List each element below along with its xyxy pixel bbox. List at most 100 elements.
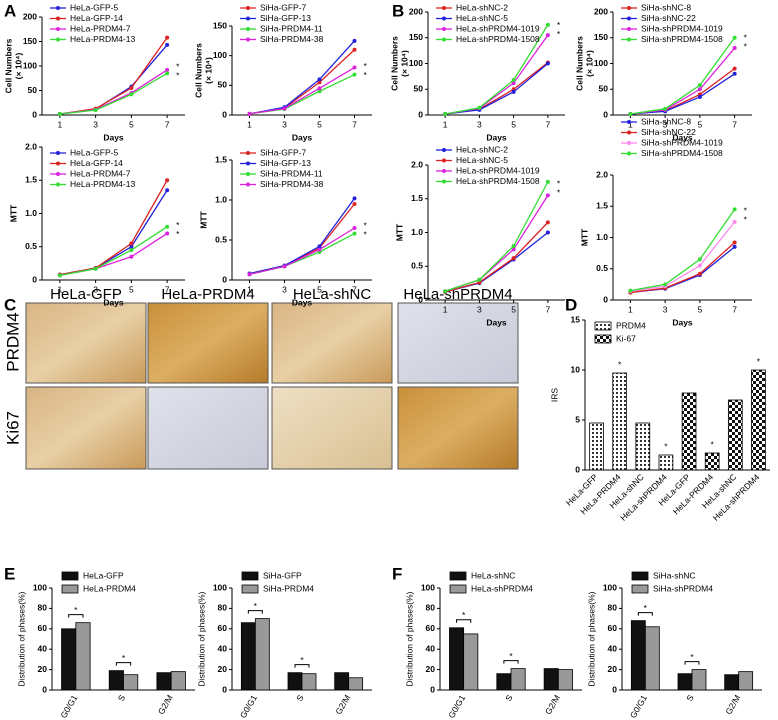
y-tick-label: 0: [418, 109, 423, 119]
legend-label: SiHa-PRDM4-11: [260, 23, 323, 33]
y-tick-label: 2.0: [596, 169, 608, 179]
x-axis-label: Days: [486, 317, 507, 327]
x-tick-label: S: [116, 693, 128, 703]
legend-marker: [246, 27, 250, 31]
y-tick-label: 1.0: [411, 227, 423, 237]
significance-mark: *: [176, 61, 180, 71]
series-line: [630, 209, 736, 292]
data-point: [697, 263, 702, 268]
significance-mark: *: [644, 603, 648, 613]
y-axis-label: MTT: [579, 228, 589, 246]
y-tick-label: 100: [213, 582, 227, 592]
bar: [108, 670, 124, 691]
legend-marker: [442, 148, 446, 152]
series-line: [630, 68, 736, 115]
significance-mark: *: [176, 220, 180, 230]
legend-marker: [246, 182, 250, 187]
significance-mark: *: [364, 221, 368, 231]
y-tick-label: 0.5: [411, 261, 423, 271]
data-point: [352, 226, 357, 230]
x-tick-label: 3: [477, 304, 482, 314]
bar: [658, 454, 674, 471]
data-point: [732, 244, 737, 249]
y-axis-label: MTT: [394, 223, 404, 241]
y-tick-label: 50: [28, 85, 38, 95]
bar: [496, 673, 512, 691]
series-line: [59, 189, 168, 276]
data-point: [165, 42, 170, 47]
x-tick-label: 5: [317, 284, 322, 294]
significance-mark: *: [744, 42, 748, 52]
series-line: [59, 232, 168, 276]
x-axis-label: Days: [672, 317, 693, 327]
significance-mark: *: [757, 356, 761, 366]
y-tick-label: 150: [594, 32, 608, 42]
series-line: [630, 221, 736, 292]
legend-label: HeLa-shPRDM4-1019: [456, 165, 540, 175]
legend-label: HeLa-PRDM4-7: [70, 168, 131, 178]
y-tick-label: 15: [571, 314, 581, 324]
y-tick-label: 60: [218, 623, 228, 633]
legend-marker: [246, 16, 250, 21]
y-tick-label: 50: [218, 80, 228, 90]
micrographs: HeLa-GFP HeLa-PRDM4 HeLa-shNC HeLa-shPRD…: [3, 286, 519, 470]
x-tick-label: 3: [663, 304, 668, 314]
series-line: [249, 227, 355, 276]
x-axis-label: Days: [103, 297, 124, 307]
bar: [75, 622, 91, 691]
data-point: [477, 105, 482, 110]
micrograph: [397, 302, 519, 384]
significance-mark: *: [711, 439, 715, 449]
legend-marker: [56, 161, 60, 166]
y-tick-label: 0: [418, 294, 423, 304]
panel-label: A: [4, 1, 16, 20]
legend-label: HeLa-shPRDM4-1508: [456, 34, 540, 44]
series-line: [59, 179, 168, 276]
y-tick-label: 40: [38, 643, 48, 653]
panel-label: F: [392, 564, 402, 583]
data-point: [511, 81, 516, 86]
y-tick-label: 20: [218, 664, 228, 674]
data-point: [165, 231, 170, 236]
legend-label: SiHa-shNC-22: [641, 13, 696, 23]
x-tick-label: S: [294, 693, 306, 703]
x-tick-label: 3: [477, 119, 482, 129]
legend-marker: [442, 158, 446, 163]
y-axis-label: Cell Numbers: [574, 36, 584, 91]
y-tick-label: 80: [426, 603, 436, 613]
bar: [738, 671, 754, 691]
legend-marker: [246, 172, 250, 176]
series-line: [249, 198, 356, 275]
x-tick-label: 7: [165, 119, 170, 129]
significance-mark: *: [300, 655, 304, 665]
legend-marker: [442, 179, 446, 184]
legend-label: SiHa-shPRDM4: [653, 583, 713, 593]
y-axis-label: Distribution of phases(%): [196, 591, 206, 686]
x-tick-label: G0/G1: [446, 693, 467, 720]
series-line: [59, 44, 168, 115]
bar: [156, 672, 172, 691]
bar: [543, 668, 559, 691]
significance-bracket: [503, 660, 519, 664]
x-tick-label: G2/M: [723, 693, 742, 716]
legend-label: SiHa-shPRDM4-1019: [641, 23, 723, 33]
data-point: [317, 86, 322, 91]
x-tick-label: 1: [443, 119, 448, 129]
legend-marker: [627, 151, 631, 156]
x-tick-label: 7: [732, 119, 737, 129]
y-tick-label: 100: [409, 58, 423, 68]
legend-marker: [627, 27, 631, 31]
data-point: [732, 46, 737, 51]
y-axis-label: Distribution of phases(%): [16, 591, 26, 686]
micrograph: [147, 302, 269, 384]
significance-mark: *: [557, 20, 561, 30]
series-line: [445, 62, 549, 115]
y-tick-label: 40: [608, 643, 618, 653]
legend-label: HeLa-shPRDM4-1019: [456, 23, 540, 33]
y-axis-label: (× 10⁴): [13, 53, 23, 80]
micrograph: [397, 386, 519, 470]
y-tick-label: 60: [38, 623, 48, 633]
y-tick-label: 0: [430, 684, 435, 694]
x-tick-label: S: [684, 693, 696, 703]
y-tick-label: 100: [23, 60, 37, 70]
